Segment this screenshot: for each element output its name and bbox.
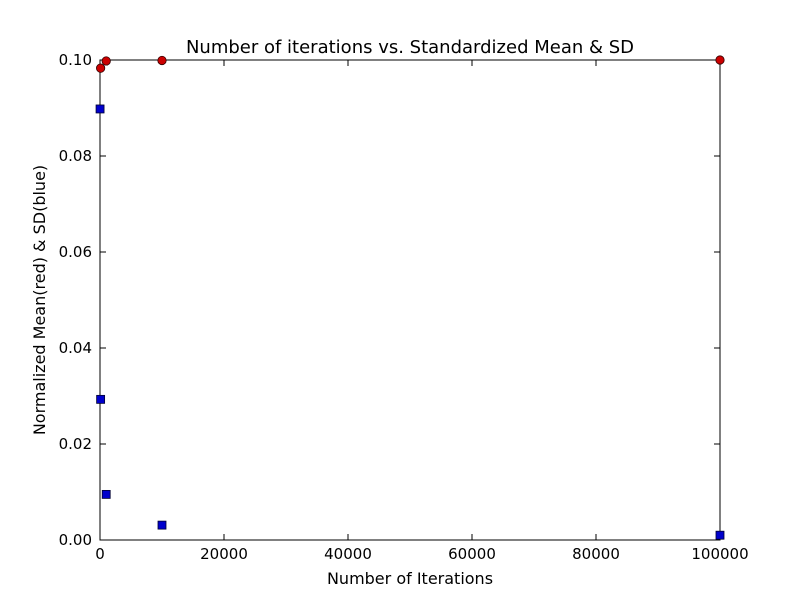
mean-point	[715, 55, 725, 65]
chart-title: Number of iterations vs. Standardized Me…	[186, 37, 634, 58]
mean-point	[101, 56, 111, 66]
sd-point	[715, 530, 725, 540]
x-tick-label: 20000	[200, 545, 248, 563]
mean-point	[157, 55, 167, 66]
x-axis-label: Number of Iterations	[327, 569, 493, 588]
y-tick-label: 0.06	[59, 243, 92, 261]
y-tick-label: 0.08	[59, 147, 92, 165]
sd-point	[101, 489, 111, 499]
plot-frame	[99, 59, 721, 541]
sd-point	[96, 394, 106, 404]
plot-area: 0 20000 40000 60000 80000 100000 0.00 0.02 0.04 0…	[59, 51, 749, 563]
y-tick-label: 0.02	[59, 435, 92, 453]
mean-point	[96, 63, 106, 73]
y-tick-label: 0.00	[59, 531, 92, 549]
x-tick-label: 100000	[691, 545, 748, 563]
sd-point	[95, 104, 105, 114]
x-tick-label: 80000	[572, 545, 620, 563]
x-tick-label: 60000	[448, 545, 496, 563]
y-tick-label: 0.10	[59, 51, 92, 69]
sd-point	[157, 520, 167, 530]
x-tick-label: 0	[95, 545, 105, 563]
x-tick-label: 40000	[324, 545, 372, 563]
y-tick-label: 0.04	[59, 339, 92, 357]
y-axis-label: Normalized Mean(red) & SD(blue)	[30, 165, 49, 435]
